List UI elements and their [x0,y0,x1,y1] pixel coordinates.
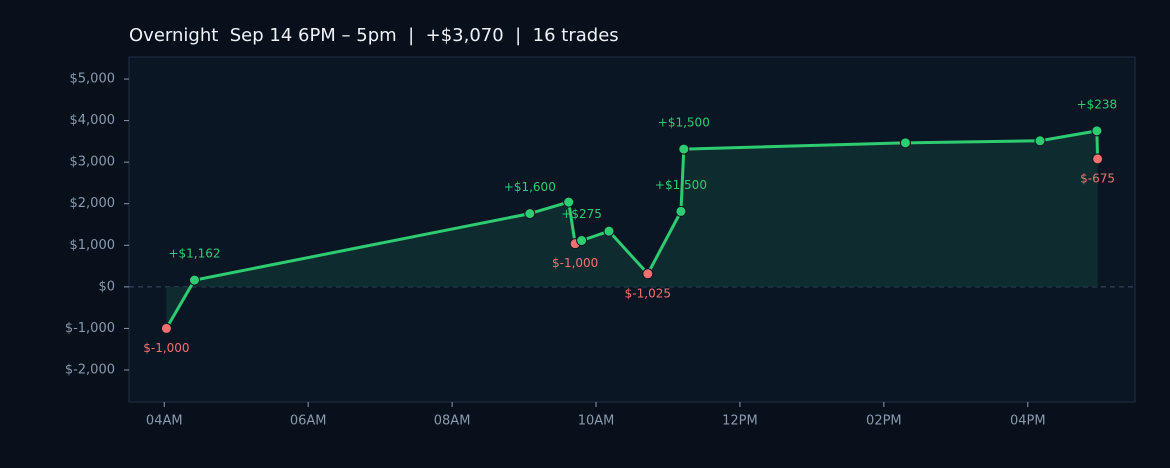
area [166,130,1098,329]
trade-point [1091,125,1103,137]
x-tick-label: 10AM [578,414,615,429]
x-tick-label: 02PM [866,414,902,429]
trade-point [1092,153,1104,165]
trade-point [160,322,172,334]
trade-point [524,208,536,220]
value-label: +$275 [561,207,602,221]
trade-point [603,225,615,237]
x-tick-label: 06AM [290,414,327,429]
value-label: $-675 [1080,171,1115,185]
x-tick-label: 04AM [146,414,183,429]
trade-point [678,143,690,155]
trade-point [1034,135,1046,147]
x-tick-label: 04PM [1010,414,1046,429]
y-tick-label: $5,000 [70,72,116,87]
value-label: +$238 [1077,97,1118,111]
value-label: $-1,025 [625,286,671,300]
value-label: $-1,000 [143,341,189,355]
x-tick-label: 08AM [434,414,471,429]
value-label: +$1,500 [655,178,707,192]
y-tick-label: $-2,000 [65,362,115,377]
y-tick-label: $1,000 [70,238,116,253]
value-label: +$1,500 [658,116,710,130]
value-label: +$1,600 [504,180,556,194]
trade-point [563,196,575,208]
y-tick-label: $-1,000 [65,321,115,336]
trade-point [188,274,200,286]
trade-point [899,137,911,149]
line [165,129,1100,330]
x-tick-label: 12PM [722,414,758,429]
y-tick-label: $0 [98,279,115,294]
trade-point [675,205,687,217]
trade-point [576,235,588,247]
value-label: $-1,000 [552,256,598,270]
y-tick-label: $2,000 [70,196,116,211]
trade-point [642,268,654,280]
y-tick-label: $3,000 [70,155,116,170]
y-tick-label: $4,000 [70,113,116,128]
chart-title: Overnight Sep 14 6PM – 5pm | +$3,070 | 1… [129,25,619,46]
value-label: +$1,162 [168,247,220,261]
